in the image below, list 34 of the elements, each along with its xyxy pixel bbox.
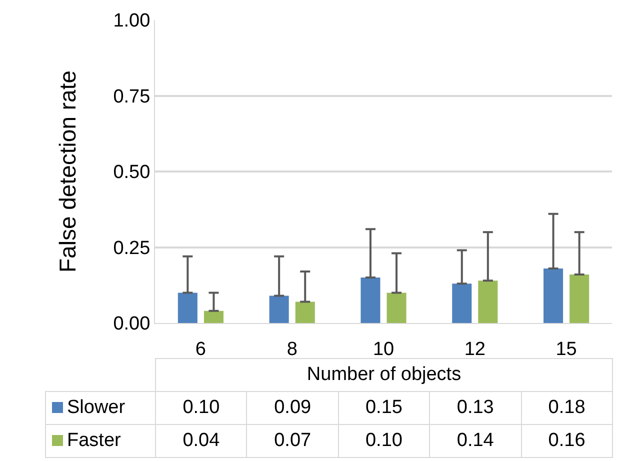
bar: [360, 278, 380, 323]
bar: [570, 274, 590, 323]
y-tick-label: 1.00: [113, 10, 150, 32]
data-label: 0.16: [521, 424, 612, 458]
data-label: 0.09: [246, 392, 338, 424]
bar: [452, 284, 472, 323]
x-axis-title: Number of objects: [156, 358, 612, 392]
x-tick-label: 12: [464, 338, 486, 360]
bar: [204, 310, 224, 323]
data-label: 0.07: [246, 424, 338, 458]
data-label: 0.18: [521, 392, 612, 424]
x-tick-label: 6: [195, 338, 206, 360]
x-tick-label: 15: [556, 338, 577, 360]
data-label: 0.04: [156, 424, 247, 458]
data-label: 0.13: [430, 392, 522, 424]
legend-label: Slower: [46, 392, 156, 424]
x-tick-label: 10: [372, 338, 394, 360]
y-tick-label: 0.25: [113, 238, 150, 259]
data-label: 0.15: [338, 392, 430, 424]
data-label: 0.14: [430, 424, 522, 458]
bar: [478, 280, 498, 323]
legend-label: Faster: [46, 424, 156, 458]
bar: [295, 302, 315, 323]
data-label: 0.10: [156, 392, 247, 424]
data-label: 0.10: [338, 424, 430, 458]
bar: [178, 292, 198, 323]
x-tick-label: 8: [286, 338, 298, 360]
bar: [386, 292, 406, 323]
y-tick-label: 0.00: [113, 314, 150, 335]
y-tick-label: 0.75: [113, 86, 150, 108]
y-axis-title: False detection rate: [54, 70, 81, 273]
bar: [269, 296, 289, 323]
bar: [544, 268, 564, 323]
y-tick-label: 0.50: [113, 162, 150, 184]
